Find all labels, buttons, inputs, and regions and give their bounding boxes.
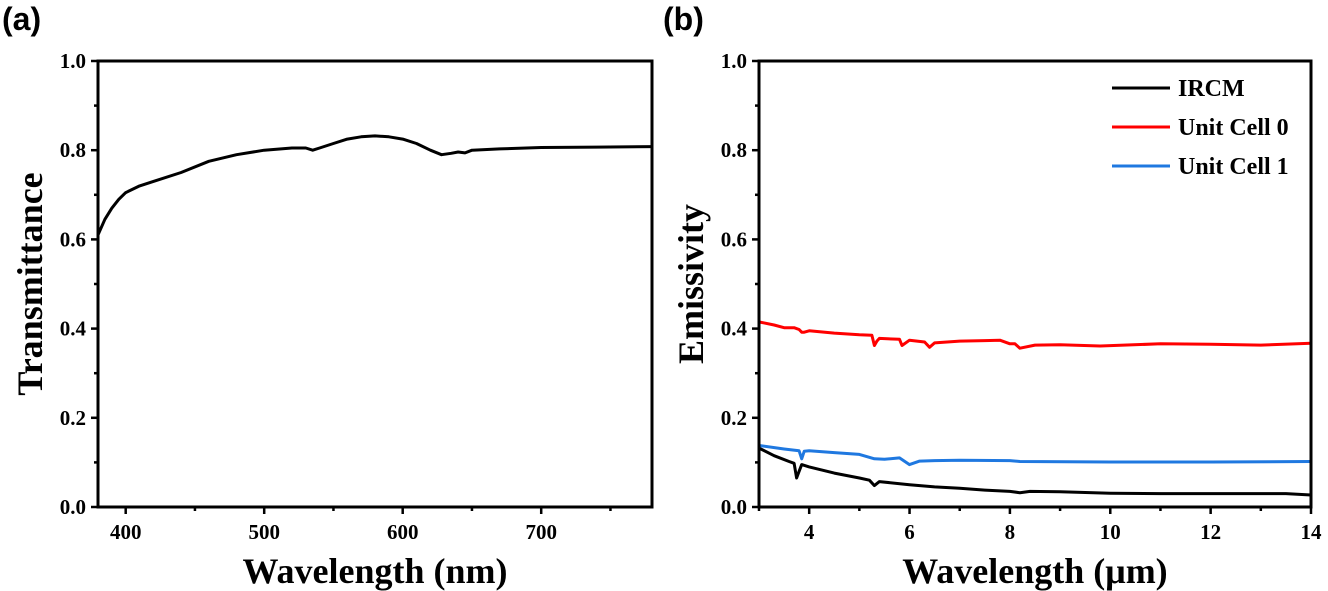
series-line-unit-cell-1 (758, 444, 1312, 467)
chart-panel-b: (b) 0.0 0.2 0.4 0.6 0.8 1.0 4 6 8 10 12 14 Wavelength… (663, 1, 1322, 591)
y-tick-label: 0.8 (60, 138, 86, 162)
x-tick-label: 4 (804, 520, 815, 544)
x-tick-label: 8 (1005, 520, 1016, 544)
y-tick-label: 1.0 (721, 49, 747, 73)
x-tick-label: 14 (1301, 520, 1323, 544)
legend-label: Unit Cell 0 (1178, 115, 1289, 141)
x-axis-label: Wavelength (nm) (243, 551, 508, 591)
y-tick-label: 0.4 (60, 317, 87, 341)
panel-label: (b) (663, 1, 704, 37)
series-line-0 (96, 134, 653, 236)
x-tick-label: 400 (110, 520, 142, 544)
chart-panel-a: (a) 0.0 0.2 0.4 0.6 0.8 1.0 400 500 600 700 Wavelen… (2, 1, 654, 591)
x-tick-label: 6 (904, 520, 915, 544)
plot-frame (96, 59, 654, 509)
y-tick-label: 0.0 (60, 495, 86, 519)
series-line-ircm (758, 446, 1312, 497)
y-tick-label: 1.0 (60, 49, 86, 73)
legend-label: IRCM (1178, 76, 1245, 102)
y-tick-label: 0.2 (60, 406, 86, 430)
y-tick-label: 0.6 (721, 227, 747, 251)
y-tick-label: 0.2 (721, 406, 747, 430)
y-tick-label: 0.6 (60, 227, 86, 251)
x-axis-label: Wavelength (μm) (902, 551, 1167, 591)
series-line-unit-cell-0 (758, 320, 1312, 350)
x-tick-label: 10 (1100, 520, 1121, 544)
y-axis-label: Emissivity (671, 204, 711, 364)
y-tick-label: 0.4 (721, 317, 748, 341)
y-tick-label: 0.0 (721, 495, 747, 519)
y-tick-label: 0.8 (721, 138, 747, 162)
x-tick-label: 500 (248, 520, 280, 544)
x-tick-label: 12 (1200, 520, 1221, 544)
legend: IRCM Unit Cell 0 Unit Cell 1 (1112, 76, 1289, 180)
panel-label: (a) (2, 1, 41, 37)
legend-label: Unit Cell 1 (1178, 154, 1289, 180)
x-tick-label: 700 (525, 520, 557, 544)
x-tick-label: 600 (387, 520, 419, 544)
y-axis-label: Transmittance (10, 172, 50, 395)
